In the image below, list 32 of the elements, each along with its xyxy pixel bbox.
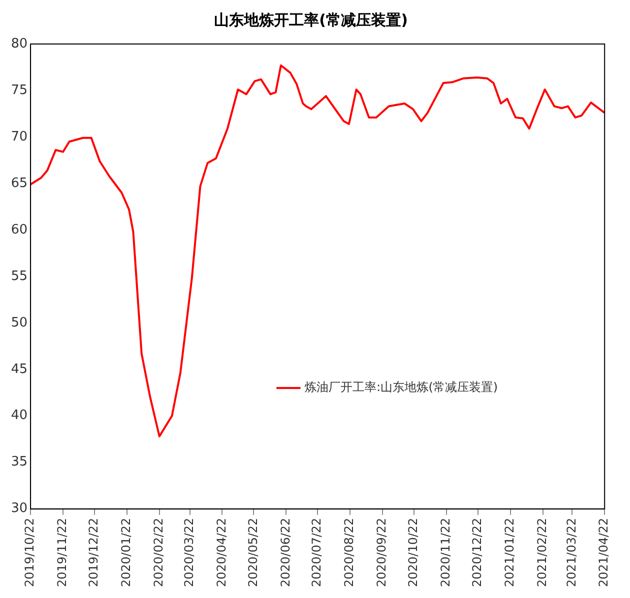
x-tick-label: 2020/12/22 [470, 518, 484, 588]
x-tick-label: 2020/09/22 [374, 518, 389, 588]
x-tick-label: 2020/06/22 [278, 518, 292, 588]
y-tick-label: 50 [10, 315, 28, 330]
y-tick-label: 70 [10, 129, 28, 144]
x-tick-label: 2019/10/22 [22, 518, 37, 588]
y-tick-label: 75 [10, 82, 28, 98]
x-tick-label: 2020/02/22 [152, 518, 166, 588]
x-tick-label: 2021/02/22 [534, 518, 549, 588]
y-tick-label: 35 [10, 454, 28, 470]
x-tick-label: 2020/08/22 [342, 518, 356, 588]
x-tick-label: 2019/11/22 [55, 518, 70, 588]
x-tick-label: 2020/07/22 [310, 518, 324, 588]
chart-title: 山东地炼开工率(常减压装置) [214, 10, 408, 29]
y-tick-label: 55 [10, 268, 28, 284]
x-tick-label: 2020/03/22 [182, 518, 196, 588]
legend-label: 炼油厂开工率:山东地炼(常减压装置) [304, 380, 498, 394]
y-tick-label: 60 [10, 222, 28, 238]
x-tick-label: 2020/10/22 [406, 518, 420, 588]
y-tick-label: 45 [10, 362, 28, 377]
x-tick-label: 2020/01/22 [119, 518, 134, 588]
x-tick-label: 2019/12/22 [86, 518, 101, 588]
x-tick-label: 2021/04/22 [596, 518, 611, 588]
x-tick-label: 2020/11/22 [438, 518, 453, 588]
y-tick-label: 65 [10, 176, 28, 191]
x-tick-label: 2021/03/22 [564, 518, 578, 588]
y-tick-label: 30 [10, 501, 28, 516]
x-tick-label: 2021/01/22 [502, 518, 516, 588]
y-tick-label: 80 [10, 36, 28, 52]
x-tick-label: 2020/05/22 [246, 518, 260, 588]
y-tick-label: 40 [10, 408, 28, 424]
x-tick-label: 2020/04/22 [214, 518, 228, 588]
